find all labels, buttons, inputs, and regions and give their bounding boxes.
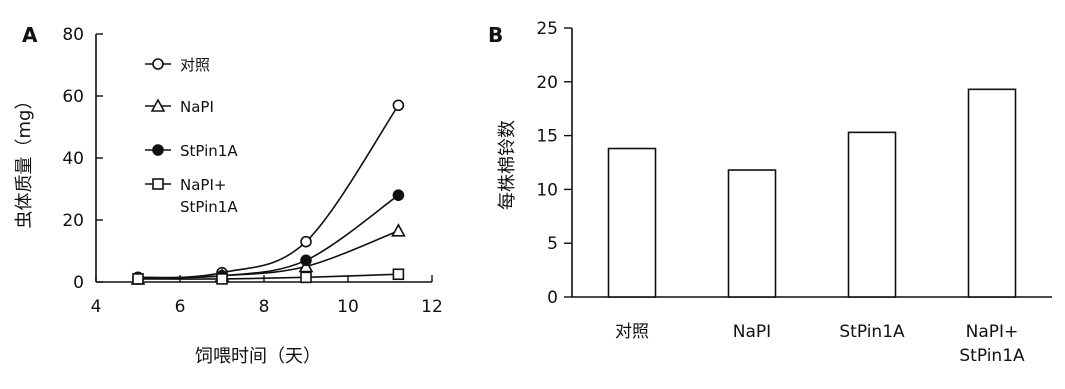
series-stpin1a-line bbox=[137, 194, 399, 279]
legend-label: StPin1A bbox=[180, 142, 238, 160]
panel-a-y-tick-label: 80 bbox=[62, 25, 84, 45]
series-stpin1a-point bbox=[392, 189, 405, 201]
panel-b-y-tick-label: 10 bbox=[536, 180, 558, 200]
panel-b-x-tick-label: StPin1A bbox=[839, 322, 905, 342]
series-item-line bbox=[137, 104, 400, 280]
series-napi-stpin1a bbox=[132, 268, 405, 285]
bar-stpin1a bbox=[847, 131, 897, 298]
panel-b-y-tick-label: 20 bbox=[536, 73, 558, 93]
series-napi-stpin1a-point bbox=[300, 271, 312, 284]
bar-napi-stpin1a bbox=[967, 88, 1017, 298]
panel-a-x-axis-label: 饲喂时间（天） bbox=[195, 346, 321, 367]
bar-napi bbox=[727, 169, 777, 298]
series-napi-stpin1a-point bbox=[392, 268, 405, 281]
panel-a-x-tick-label: 10 bbox=[337, 297, 359, 317]
series-stpin1a-point bbox=[300, 254, 312, 267]
series-napi-stpin1a-line bbox=[137, 273, 399, 280]
legend-item-stpin1a: StPin1A bbox=[145, 142, 238, 160]
legend-swatch-marker bbox=[150, 98, 166, 112]
legend-item-napi: NaPI bbox=[145, 98, 214, 116]
legend-swatch-marker bbox=[152, 144, 164, 156]
series-item bbox=[132, 99, 405, 285]
legend-item-napi-stpin1a: NaPI+ StPin1A bbox=[145, 176, 238, 216]
panel-a-y-tick-label: 60 bbox=[62, 87, 84, 107]
legend-swatch-marker bbox=[152, 58, 164, 70]
series-item-point bbox=[300, 235, 312, 248]
panel-b-y-tick-label: 15 bbox=[536, 127, 558, 147]
panel-a-legend: 对照 NaPI StPin1A NaPI+ StPin1A bbox=[145, 56, 238, 216]
panel-a-plot: 0 20 40 60 80 4 6 8 10 12 对照 NaPI StPin1A NaPI+ StPin1… bbox=[62, 25, 442, 317]
panel-b-x-tick-label: NaPI+ StPin1A bbox=[959, 322, 1025, 366]
legend-swatch-marker bbox=[152, 178, 164, 190]
panel-a-x-tick-label: 6 bbox=[175, 297, 186, 317]
panel-a-y-tick-label: 40 bbox=[62, 149, 84, 169]
bar-item bbox=[607, 147, 657, 298]
panel-b-y-tick-label: 25 bbox=[536, 19, 558, 39]
panel-a-y-tick-label: 20 bbox=[62, 211, 84, 231]
panel-b-y-tick-label: 0 bbox=[547, 288, 558, 308]
panel-b-x-tick-label: NaPI bbox=[733, 322, 771, 342]
panel-b-y-tick-label: 5 bbox=[547, 234, 558, 254]
panel-b-y-axis-label: 每株棉铃数 bbox=[497, 120, 518, 210]
series-item-point bbox=[392, 99, 405, 112]
panel-a-y-axis-label: 虫体质量（mg） bbox=[14, 92, 35, 229]
series-napi-point bbox=[391, 223, 406, 237]
panel-b-letter: B bbox=[488, 23, 503, 47]
legend-label: 对照 bbox=[180, 56, 210, 74]
series-napi-stpin1a-point bbox=[132, 273, 144, 285]
panel-a-x-tick-label: 12 bbox=[421, 297, 443, 317]
panel-a-letter: A bbox=[22, 23, 38, 47]
panel-b-plot: 0 5 10 15 20 25 对照 NaPI StPin1A NaPI+ StPin1A bbox=[536, 19, 1052, 366]
panel-a-x-tick-label: 8 bbox=[259, 297, 270, 317]
panel-a-y-tick-label: 0 bbox=[73, 273, 84, 293]
legend-label: NaPI+ StPin1A bbox=[180, 176, 238, 216]
series-stpin1a bbox=[132, 189, 405, 284]
legend-label: NaPI bbox=[180, 98, 214, 116]
panel-b-x-tick-label: 对照 bbox=[615, 322, 649, 342]
panel-a-x-tick-label: 4 bbox=[91, 297, 102, 317]
legend-item-item: 对照 bbox=[145, 56, 210, 74]
series-napi-stpin1a-point bbox=[216, 273, 228, 285]
